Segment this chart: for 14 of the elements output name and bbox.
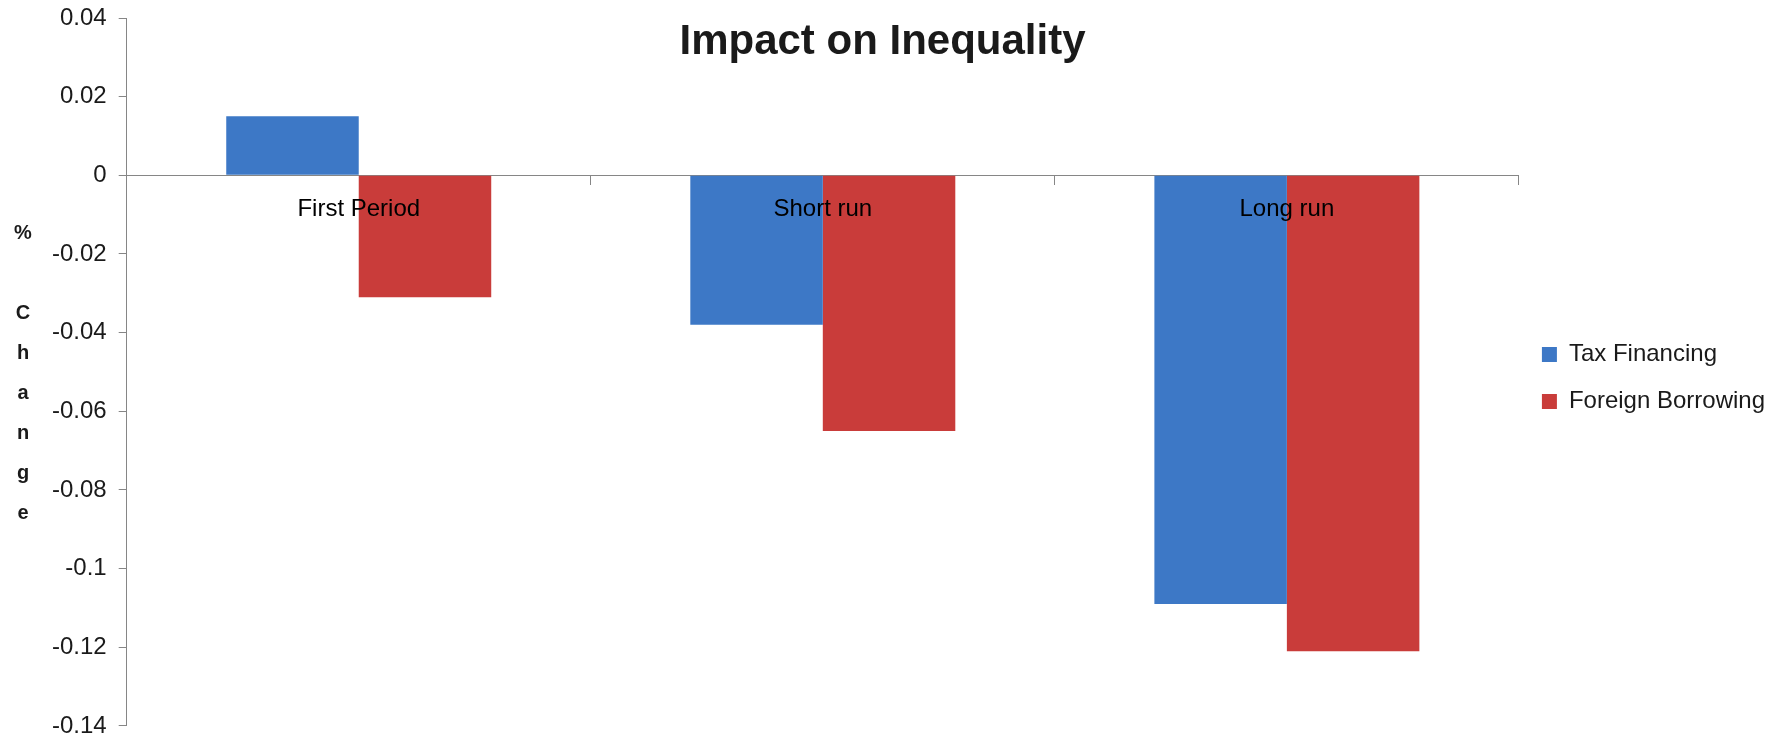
- y-tick-label: -0.04: [52, 317, 107, 345]
- y-tick-label: 0: [93, 159, 107, 187]
- y-tick-label: -0.08: [52, 474, 107, 502]
- y-tick-label: 0.02: [59, 81, 107, 109]
- y-tick-label: -0.1: [65, 553, 107, 581]
- y-tick-label: -0.06: [52, 395, 107, 423]
- y-tick-label: 0.04: [59, 2, 107, 30]
- y-tick-label: -0.14: [52, 710, 107, 738]
- y-tick-label: -0.02: [52, 238, 107, 266]
- legend-label: Tax Financing: [1568, 339, 1717, 367]
- y-axis-title: % Change: [12, 220, 34, 541]
- y-tick-label: -0.12: [52, 631, 107, 659]
- chart-title: Impact on Inequality: [679, 15, 1087, 63]
- legend-label: Foreign Borrowing: [1568, 386, 1765, 414]
